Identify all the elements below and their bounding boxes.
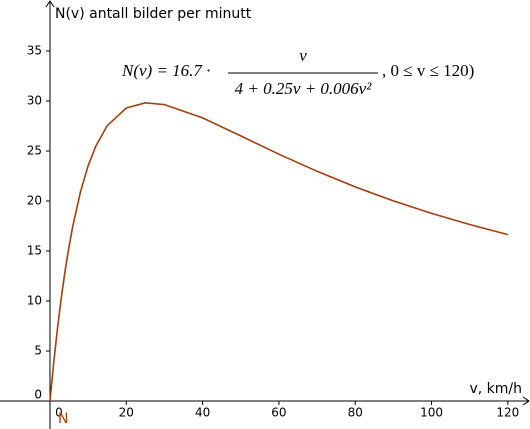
- formula-denominator: 4 + 0.25v + 0.006v²: [235, 79, 373, 98]
- curve: [49, 101, 509, 402]
- y-axis-arrow: [45, 0, 55, 8]
- x-tick-label: 20: [119, 406, 134, 420]
- x-tick-label: 0: [55, 406, 63, 420]
- y-tick-label: 35: [27, 44, 42, 58]
- x-tick-label: 80: [348, 406, 363, 420]
- x-tick-label: 60: [271, 406, 286, 420]
- formula-suffix: , 0 ≤ v ≤ 120): [382, 61, 474, 80]
- y-tick-label: 10: [27, 294, 42, 308]
- curve-label: N: [58, 411, 68, 427]
- y-tick-label: 20: [27, 194, 42, 208]
- x-axis-label: v, km/h: [469, 381, 522, 397]
- x-tick-label: 100: [420, 406, 443, 420]
- x-tick-label: 120: [496, 406, 519, 420]
- y-tick-label: 0: [34, 388, 42, 402]
- formula-prefix: N(v) = 16.7 ·: [121, 61, 210, 80]
- y-tick-label: 30: [27, 94, 42, 108]
- chart-title: N(v) antall bilder per minutt: [55, 6, 252, 22]
- y-tick-label: 15: [27, 244, 42, 258]
- x-tick-label: 40: [195, 406, 210, 420]
- formula-numerator: v: [299, 46, 307, 65]
- x-axis-arrow: [522, 396, 530, 406]
- y-tick-label: 25: [27, 144, 42, 158]
- y-tick-label: 5: [34, 344, 42, 358]
